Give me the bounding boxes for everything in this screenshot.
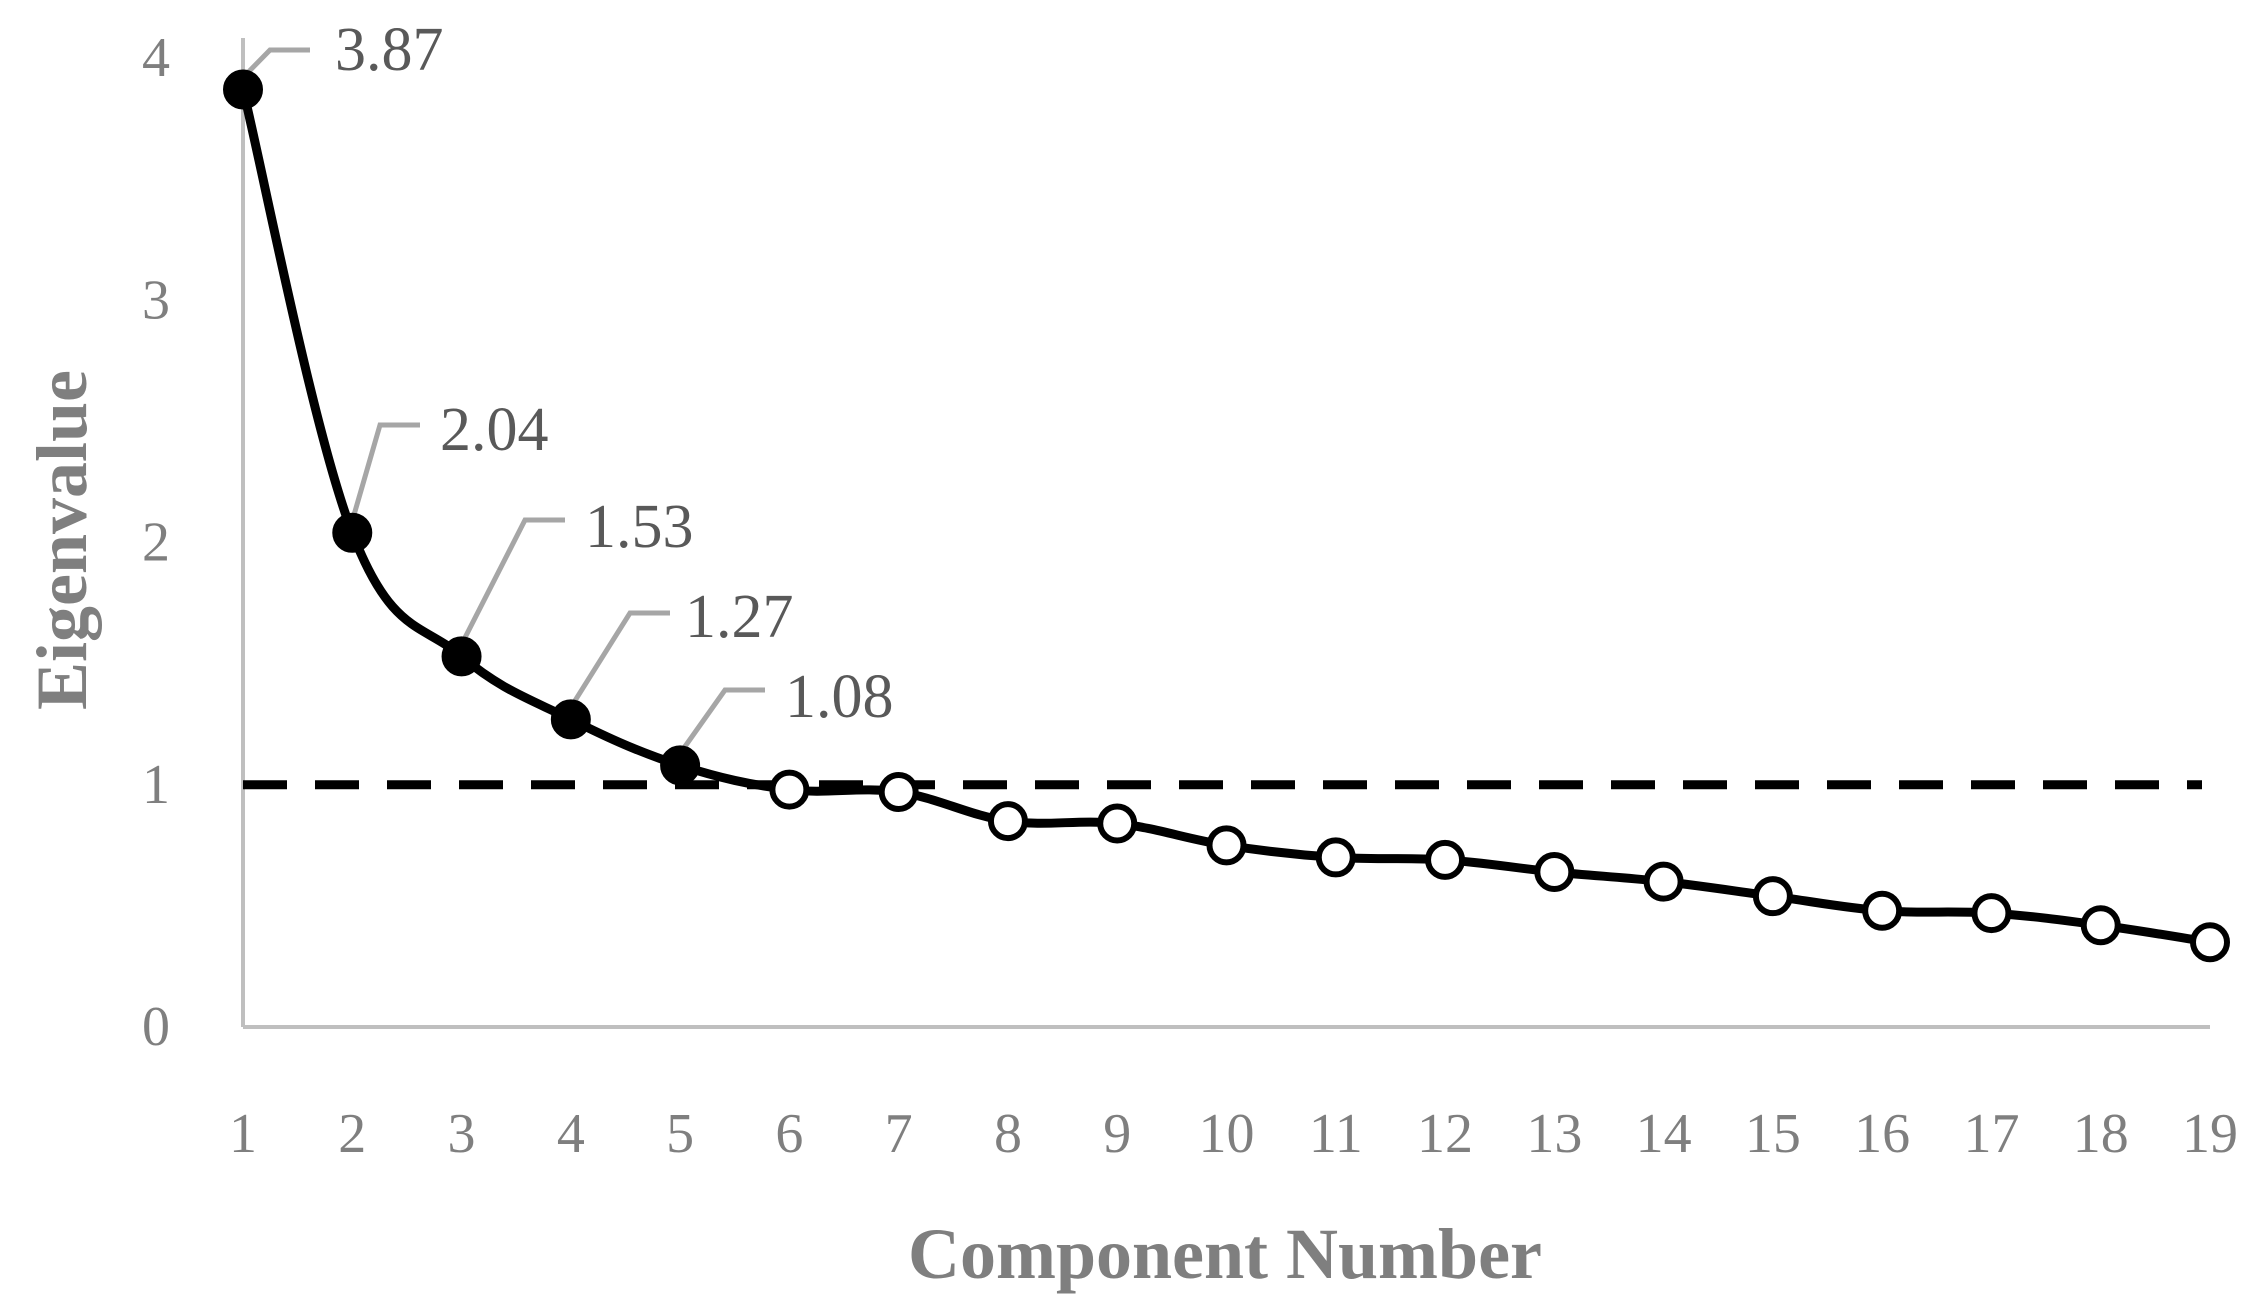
y-tick-label: 3 [142, 269, 170, 331]
data-label-leader-line [241, 47, 310, 80]
x-tick-label: 16 [1854, 1103, 1910, 1165]
x-tick-label: 8 [994, 1103, 1022, 1165]
series-line-layer [238, 88, 2211, 947]
data-point-open [1862, 890, 1903, 931]
y-axis-title: Eigenvalue [22, 370, 102, 710]
x-tick-label: 10 [1199, 1103, 1255, 1165]
x-tick-label: 18 [2073, 1103, 2129, 1165]
marker-layer [223, 69, 2230, 963]
y-tick-label: 1 [142, 754, 170, 816]
label-layer: 3.87 2.04 1.53 1.27 1.08 [335, 16, 894, 731]
data-point-open [1206, 825, 1247, 866]
data-label: 2.04 [440, 396, 549, 464]
x-tick-label: 2 [338, 1103, 366, 1165]
x-tick-label: 3 [448, 1103, 476, 1165]
data-point-open [1752, 876, 1793, 917]
y-tick-label: 0 [142, 996, 170, 1058]
data-point-open [1315, 837, 1356, 878]
data-label: 3.87 [335, 16, 444, 84]
x-tick-label: 19 [2182, 1103, 2238, 1165]
data-point-open [1534, 851, 1575, 892]
data-label-leader-line [678, 687, 765, 755]
data-point-filled [660, 745, 701, 786]
x-tick-label: 15 [1745, 1103, 1801, 1165]
data-point-filled [223, 69, 263, 110]
data-label-leader-line [568, 610, 670, 709]
data-point-filled [550, 699, 591, 740]
data-point-open [2190, 922, 2230, 963]
x-tick-label: 5 [666, 1103, 694, 1165]
data-label: 1.08 [785, 663, 894, 731]
data-point-open [1643, 861, 1684, 902]
data-label: 1.53 [585, 493, 694, 561]
x-tick-label: 7 [885, 1103, 913, 1165]
data-point-open [2080, 905, 2121, 946]
data-point-filled [332, 512, 373, 553]
y-tick-label: 4 [142, 27, 170, 89]
data-label-leader-line [459, 517, 565, 646]
data-point-open [1971, 893, 2012, 934]
leader-line-layer [241, 47, 765, 755]
x-tick-label: 17 [1963, 1103, 2019, 1165]
x-tick-label: 13 [1526, 1103, 1582, 1165]
x-tick-label: 1 [229, 1103, 257, 1165]
x-tick-label: 6 [775, 1103, 803, 1165]
data-point-open [1425, 839, 1466, 880]
y-tick-label: 2 [142, 512, 170, 574]
x-tick-label: 4 [557, 1103, 585, 1165]
data-label: 1.27 [685, 583, 794, 651]
data-point-filled [441, 636, 482, 677]
data-point-open [769, 769, 810, 810]
data-point-open [878, 772, 919, 813]
data-label-leader-line [349, 422, 420, 522]
x-tick-label: 11 [1309, 1103, 1363, 1165]
x-tick-label: 12 [1417, 1103, 1473, 1165]
x-axis-title: Component Number [908, 1214, 1542, 1294]
series-line [238, 88, 2211, 947]
x-tick-label: 14 [1636, 1103, 1692, 1165]
data-point-open [987, 801, 1028, 842]
data-point-open [1097, 803, 1138, 844]
x-tick-label: 9 [1103, 1103, 1131, 1165]
